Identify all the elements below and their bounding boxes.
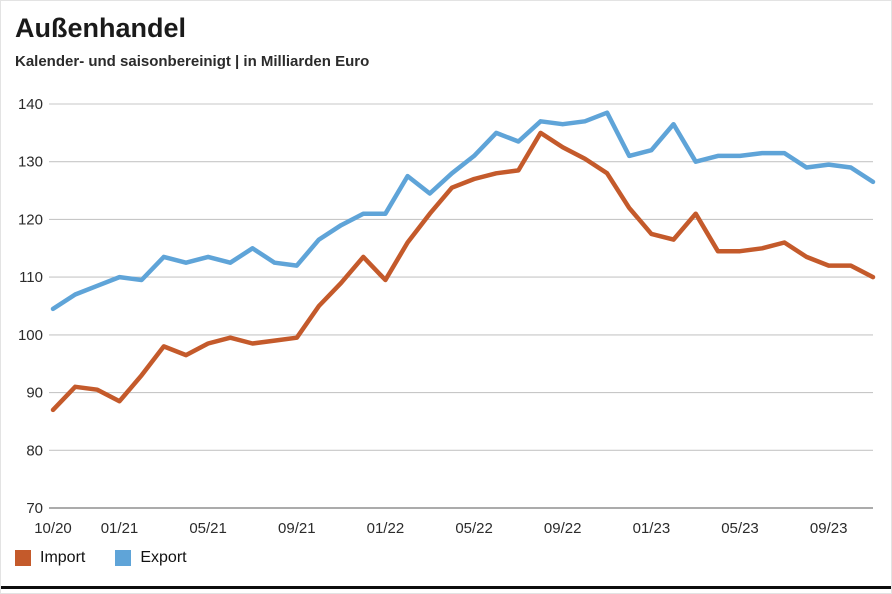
- chart-header: Außenhandel Kalender- und saisonbereinig…: [1, 1, 891, 70]
- x-tick-label: 05/23: [721, 520, 759, 537]
- x-tick-label: 01/23: [633, 520, 671, 537]
- legend-item-export: Export: [115, 549, 187, 567]
- y-tick-label: 100: [18, 327, 43, 344]
- chart-area: 70 80 90 100 110 120 130 140 10/20 01/21 05/21 09/2…: [1, 74, 891, 549]
- page-title: Außenhandel: [15, 13, 187, 43]
- legend-swatch: [115, 550, 132, 567]
- y-tick-label: 110: [19, 269, 43, 286]
- series-line-export: [50, 110, 876, 312]
- y-tick-label: 130: [18, 154, 43, 171]
- chart-subtitle: Kalender- und saisonbereinigt | in Milli…: [15, 53, 370, 71]
- x-tick-label: 05/22: [455, 520, 493, 537]
- legend-item-import: Import: [15, 549, 85, 567]
- legend-label-import: Import: [40, 549, 86, 567]
- x-tick-label: 01/22: [367, 520, 405, 537]
- x-tick-label: 09/21: [278, 520, 316, 537]
- x-tick-label: 09/22: [544, 520, 582, 537]
- x-tick-label: 01/21: [101, 520, 139, 537]
- x-tick-label: 10/20: [34, 520, 72, 537]
- legend-swatch: [15, 550, 31, 567]
- x-tick-label: 09/23: [810, 520, 848, 537]
- x-tick-label: 05/21: [189, 520, 227, 537]
- series-line-import: [50, 130, 876, 413]
- y-tick-label: 120: [18, 211, 43, 228]
- trade-line-chart: 70 80 90 100 110 120 130 140 10/20 01/21 05/21 09/2…: [18, 96, 876, 537]
- y-tick-label: 80: [26, 442, 43, 459]
- legend-label-export: Export: [140, 549, 187, 567]
- y-tick-label: 140: [18, 96, 43, 113]
- chart-legend: Import Export: [1, 549, 891, 567]
- y-tick-label: 90: [26, 385, 43, 402]
- y-tick-label: 70: [26, 500, 43, 517]
- bottom-divider: [1, 586, 891, 589]
